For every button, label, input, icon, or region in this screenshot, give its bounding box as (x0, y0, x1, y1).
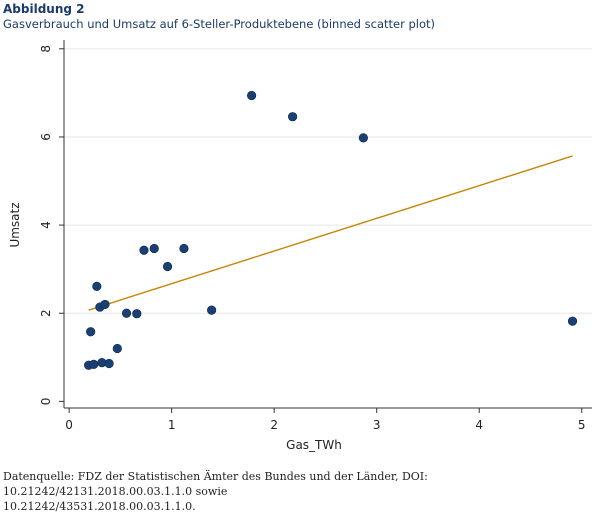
fit-line-layer (88, 155, 573, 311)
figure-title: Gasverbrauch und Umsatz auf 6-Steller-Pr… (3, 17, 436, 31)
data-point-17 (288, 112, 298, 122)
data-source-note: Datenquelle: FDZ der Statistischen Ämter… (3, 469, 599, 514)
x-tick-label-5: 5 (578, 418, 586, 432)
axis-labels: Gas_TWh Umsatz (8, 202, 342, 452)
axes: 0 2 4 6 8 0 1 2 3 4 5 (39, 40, 592, 432)
y-axis-label: Umsatz (8, 202, 22, 247)
source-line-1: Datenquelle: FDZ der Statistischen Ämter… (3, 470, 428, 498)
fit-line (88, 155, 573, 311)
data-points (84, 90, 578, 370)
source-line-2: 10.21242/43531.2018.00.03.1.1.0. (3, 500, 196, 513)
data-point-7 (132, 309, 142, 319)
x-axis-label: Gas_TWh (286, 438, 342, 452)
data-point-9 (100, 299, 110, 310)
data-point-19 (567, 316, 578, 326)
y-tick-label-0: 0 (39, 398, 53, 406)
data-point-14 (179, 243, 189, 254)
x-tick-label-0: 0 (65, 418, 73, 432)
data-point-12 (149, 243, 159, 254)
data-point-10 (92, 281, 102, 291)
y-tick-label-2: 4 (39, 221, 53, 229)
x-tick-label-2: 2 (270, 418, 278, 432)
x-tick-label-3: 3 (373, 418, 381, 432)
data-point-3 (104, 358, 114, 369)
data-point-4 (112, 343, 122, 354)
data-point-1 (89, 359, 99, 369)
scatter-plot: 0 2 4 6 8 0 1 2 3 4 5 Gas_TWh Umsatz (8, 40, 592, 452)
data-point-16 (247, 90, 257, 101)
grid-lines (64, 48, 592, 314)
y-tick-label-1: 2 (39, 309, 53, 317)
x-tick-label-4: 4 (475, 418, 483, 432)
y-tick-label-4: 8 (39, 45, 53, 53)
y-tick-label-3: 6 (39, 133, 53, 141)
data-point-13 (162, 261, 173, 272)
data-point-5 (86, 327, 96, 337)
data-point-11 (139, 245, 149, 255)
figure-label: Abbildung 2 (3, 2, 85, 16)
data-point-15 (207, 305, 217, 315)
data-point-18 (358, 133, 368, 143)
x-tick-label-1: 1 (168, 418, 176, 432)
data-point-6 (121, 308, 132, 318)
